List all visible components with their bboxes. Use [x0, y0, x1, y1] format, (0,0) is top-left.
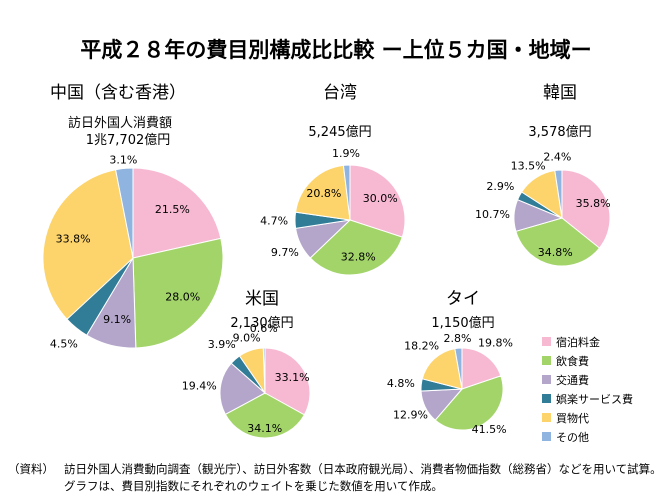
pie-slice-korea-1	[515, 217, 601, 267]
pie-label-thailand-3: 4.8%	[387, 377, 415, 390]
legend-label: 買物代	[556, 411, 589, 425]
pie-slice-taiwan-1	[309, 219, 403, 276]
legend-label: 交通費	[556, 373, 589, 387]
pie-label-korea-1: 34.8%	[538, 246, 573, 259]
legend-item: その他	[542, 427, 633, 446]
pie-label-thailand-1: 41.5%	[472, 423, 507, 436]
amount-thailand: 1,150億円	[431, 316, 495, 331]
source-text: 訪日外国人消費動向調査（観光庁）、訪日外客数（日本政府観光局）、消費者物価指数（…	[64, 462, 662, 493]
pie-label-taiwan-0: 30.0%	[363, 192, 398, 205]
region-title-taiwan: 台湾	[323, 83, 357, 103]
legend-label: 娯楽サービス費	[556, 392, 633, 406]
source-tag: （資料）	[8, 462, 54, 476]
pie-slice-thailand-4	[421, 348, 463, 390]
legend-swatch	[542, 375, 551, 384]
pie-slice-usa-0	[264, 347, 311, 416]
pie-label-usa-4: 9.0%	[233, 331, 261, 344]
region-title-china: 中国（含む香港）	[50, 83, 186, 103]
legend-item: 買物代	[542, 408, 633, 427]
amount-korea: 3,578億円	[528, 125, 592, 140]
amount-taiwan: 5,245億円	[308, 125, 372, 140]
pie-label-taiwan-5: 1.9%	[332, 147, 360, 160]
pie-label-korea-3: 2.9%	[486, 180, 514, 193]
pie-slice-china-4	[42, 169, 134, 320]
pie-label-taiwan-1: 32.8%	[341, 250, 376, 263]
pie-label-usa-3: 3.9%	[208, 338, 236, 351]
source-note: （資料） 訪日外国人消費動向調査（観光庁）、訪日外客数（日本政府観光局）、消費者…	[8, 461, 668, 495]
pie-label-china-5: 3.1%	[109, 153, 137, 166]
pie-label-taiwan-2: 9.7%	[271, 246, 299, 259]
pie-label-thailand-5: 2.8%	[444, 332, 472, 345]
pie-label-korea-5: 2.4%	[543, 151, 571, 164]
pie-slice-china-0	[132, 167, 222, 259]
pie-label-usa-1: 34.1%	[247, 422, 282, 435]
pie-label-usa-5: 0.6%	[250, 322, 278, 335]
pie-label-korea-4: 13.5%	[511, 160, 546, 173]
pie-label-china-1: 28.0%	[165, 291, 200, 304]
amount-label-china: 訪日外国人消費額	[68, 116, 173, 131]
pie-label-taiwan-3: 4.7%	[260, 214, 288, 227]
legend-swatch	[542, 432, 551, 441]
pie-slice-korea-0	[561, 169, 611, 249]
region-title-usa: 米国	[245, 289, 279, 309]
pie-label-taiwan-4: 20.8%	[306, 187, 341, 200]
pie-slice-thailand-5	[454, 347, 463, 390]
pie-slice-korea-5	[554, 169, 563, 219]
amount-china: 1兆7,702億円	[85, 133, 171, 148]
pie-slice-china-5	[114, 167, 134, 259]
legend-item: 宿泊料金	[542, 332, 633, 351]
pie-label-korea-2: 10.7%	[475, 208, 510, 221]
pie-label-thailand-4: 18.2%	[404, 339, 439, 352]
legend-swatch	[542, 394, 551, 403]
pie-label-usa-2: 19.4%	[182, 379, 217, 392]
pie-label-china-3: 4.5%	[50, 337, 78, 350]
pie-slice-usa-5	[262, 347, 266, 394]
pie-label-thailand-2: 12.9%	[393, 408, 428, 421]
pie-slice-taiwan-5	[342, 164, 351, 221]
pie-slice-thailand-1	[434, 375, 504, 431]
pie-slice-usa-2	[219, 362, 266, 416]
legend-item: 飲食費	[542, 351, 633, 370]
legend-swatch	[542, 356, 551, 365]
pie-label-usa-0: 33.1%	[275, 371, 310, 384]
pie-label-china-4: 33.8%	[56, 233, 91, 246]
pie-slice-china-1	[132, 237, 224, 349]
pie-label-korea-0: 35.8%	[576, 197, 611, 210]
pie-label-china-0: 21.5%	[155, 203, 190, 216]
pie-label-china-2: 9.1%	[103, 313, 131, 326]
legend-swatch	[542, 413, 551, 422]
legend-item: 交通費	[542, 370, 633, 389]
pie-slice-taiwan-0	[349, 164, 406, 238]
region-title-thailand: タイ	[446, 289, 480, 309]
legend-item: 娯楽サービス費	[542, 389, 633, 408]
pie-label-thailand-0: 19.8%	[478, 336, 513, 349]
legend: 宿泊料金 飲食費 交通費 娯楽サービス費 買物代 その他	[542, 332, 633, 446]
legend-label: 宿泊料金	[556, 335, 600, 349]
region-title-korea: 韓国	[543, 83, 577, 103]
amount-usa: 2,130億円	[230, 316, 294, 331]
pie-slice-taiwan-4	[294, 164, 351, 221]
legend-label: 飲食費	[556, 354, 589, 368]
legend-swatch	[542, 337, 551, 346]
legend-label: その他	[556, 430, 589, 444]
page-title: 平成２８年の費目別構成比比較 ー上位５カ国・地域ー	[80, 38, 592, 62]
